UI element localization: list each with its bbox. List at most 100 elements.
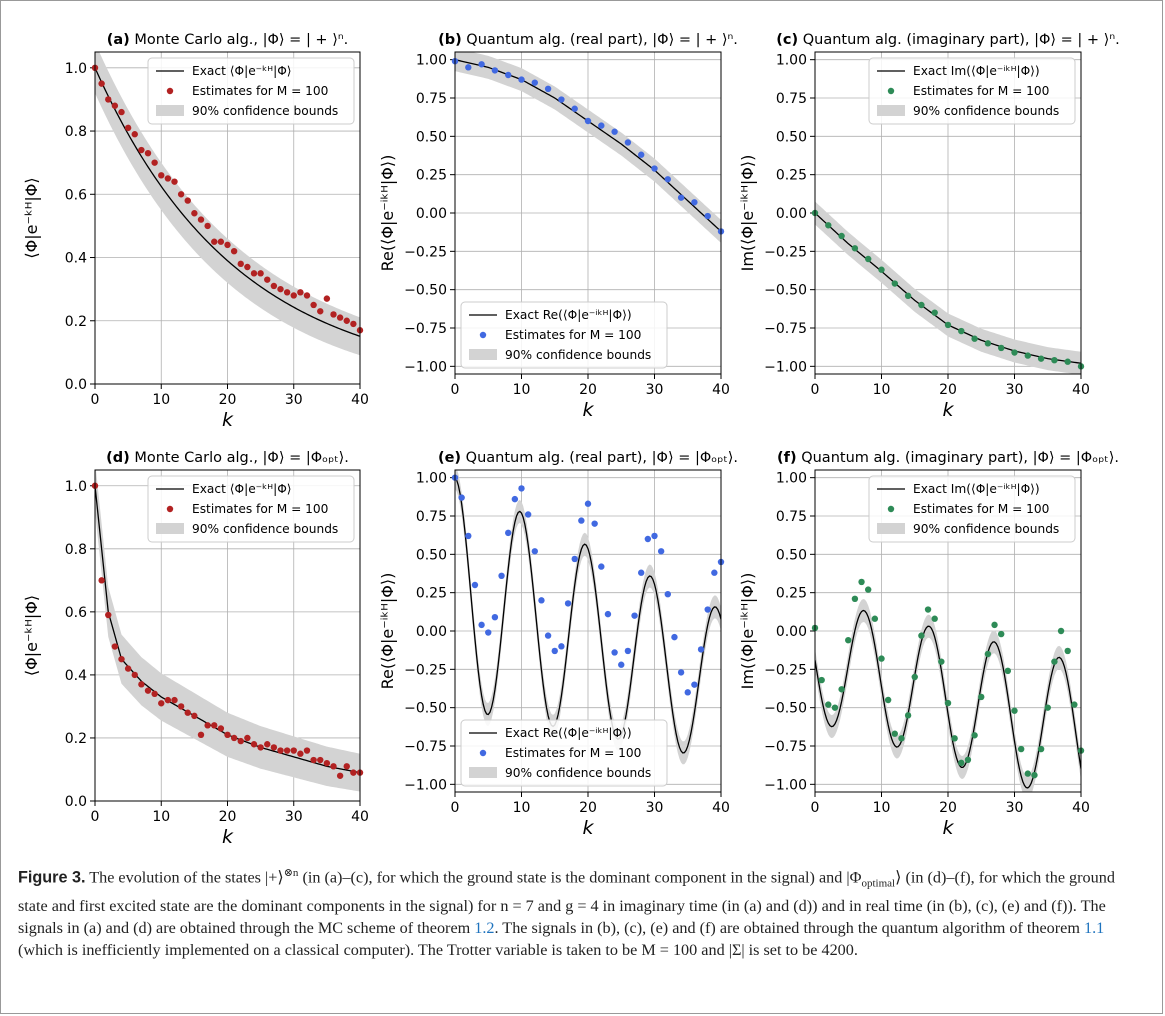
plot-frame: [454, 51, 722, 375]
estimate-point: [171, 178, 178, 185]
estimate-point: [310, 301, 317, 309]
estimate-point: [631, 612, 638, 619]
legend-box: [868, 475, 1076, 543]
legend-estimate-label: Estimates for M = 100: [505, 328, 641, 342]
theorem-link-1-2[interactable]: 1.2: [474, 918, 495, 937]
estimate-point: [224, 731, 231, 738]
figure-caption: Figure 3. The evolution of the states |+…: [18, 862, 1148, 961]
estimate-point: [845, 637, 852, 644]
estimate-point: [151, 690, 158, 698]
xtick-label: 10: [513, 800, 531, 816]
estimate-point: [931, 309, 938, 316]
legend-exact-label: Exact Im(⟨Φ|e⁻ⁱᵏᴴ|Φ⟩): [913, 482, 1040, 496]
estimate-point: [958, 759, 965, 767]
caption-text-4: . The signals in (b), (c), (e) and (f) a…: [494, 918, 1084, 937]
xtick-label: 20: [579, 382, 597, 398]
estimate-point: [277, 285, 284, 293]
x-axis-label: k: [942, 399, 954, 421]
estimate-point: [350, 320, 357, 328]
legend: Exact Im(⟨Φ|e⁻ⁱᵏᴴ|Φ⟩) Estimates for M = 1…: [868, 57, 1076, 125]
estimate-point: [651, 165, 658, 172]
legend-estimate-swatch: [166, 505, 174, 513]
ytick-label: −0.50: [764, 701, 807, 717]
estimate-point: [691, 199, 698, 206]
estimate-point: [244, 734, 251, 742]
estimate-point: [191, 712, 198, 720]
xtick-label: 30: [285, 392, 303, 408]
theorem-link-1-1[interactable]: 1.1: [1083, 918, 1105, 937]
estimate-point: [230, 734, 238, 742]
y-axis-label: Im(⟨Φ|e⁻ⁱᵏᴴ|Φ⟩): [738, 573, 757, 690]
xtick-label: 0: [91, 809, 100, 825]
estimate-point: [618, 661, 625, 668]
estimate-point: [851, 595, 859, 602]
estimate-point: [998, 344, 1005, 352]
caption-text-2: (in (a)–(c), for which the ground state …: [298, 868, 862, 887]
ytick-label: 0.00: [416, 624, 447, 640]
estimate-point: [177, 191, 185, 198]
plot-frame: [814, 51, 1082, 375]
estimate-point: [505, 71, 512, 79]
estimate-point: [671, 633, 678, 641]
legend-exact-label: Exact Re(⟨Φ|e⁻ⁱᵏᴴ|Φ⟩): [505, 308, 632, 322]
estimate-point: [697, 646, 705, 653]
estimate-point: [611, 128, 618, 135]
estimate-point: [944, 699, 952, 707]
estimate-point: [478, 61, 485, 68]
legend-estimate-label: Estimates for M = 100: [913, 84, 1049, 98]
estimate-point: [865, 586, 872, 593]
xtick-label: 30: [285, 809, 303, 825]
xtick-label: 40: [351, 809, 369, 825]
legend-band-swatch: [156, 523, 184, 534]
xtick-label: 0: [811, 800, 820, 816]
ytick-label: 0.25: [416, 586, 447, 602]
xtick-label: 0: [91, 392, 100, 408]
panel-title: (a) Monte Carlo alg., |Φ⟩ = | + ⟩ⁿ.: [107, 32, 349, 48]
estimate-point: [518, 485, 525, 492]
xtick-label: 0: [451, 382, 460, 398]
xtick-label: 20: [579, 800, 597, 816]
ytick-label: 1.00: [776, 471, 807, 487]
exact-curve: [455, 477, 721, 754]
estimate-point: [250, 741, 258, 748]
estimate-point: [184, 709, 191, 716]
xtick-label: 20: [219, 392, 237, 408]
estimate-point: [144, 687, 152, 694]
estimate-point: [991, 621, 998, 629]
panel-title: (c) Quantum alg. (imaginary part), |Φ⟩ =…: [776, 32, 1119, 48]
legend-box: [460, 719, 668, 787]
ytick-label: 0.6: [65, 605, 87, 621]
legend: Exact Re(⟨Φ|e⁻ⁱᵏᴴ|Φ⟩) Estimates for M = 1…: [460, 719, 668, 787]
estimate-point: [303, 747, 311, 754]
estimate-point: [958, 327, 965, 335]
legend-estimate-swatch: [887, 87, 895, 95]
estimate-point: [350, 769, 357, 776]
legend-estimate-swatch: [166, 87, 174, 95]
ytick-label: 0.00: [416, 206, 447, 222]
ytick-label: 1.0: [65, 61, 87, 77]
estimate-point: [98, 577, 105, 584]
estimate-point: [465, 64, 472, 71]
estimate-point: [831, 704, 839, 711]
legend-estimate-label: Estimates for M = 100: [913, 502, 1049, 516]
estimate-point: [544, 85, 552, 93]
estimate-point: [498, 572, 505, 579]
estimate-point: [124, 665, 132, 672]
ytick-label: 1.00: [776, 53, 807, 69]
estimate-point: [336, 772, 344, 779]
estimate-point: [297, 750, 304, 757]
estimate-point: [944, 321, 952, 329]
plot-frame: [94, 469, 361, 802]
ytick-label: 0.00: [776, 206, 807, 222]
xtick-label: 40: [712, 382, 730, 398]
legend: Exact ⟨Φ|e⁻ᵏᴴ|Φ⟩ Estimates for M = 100 90%…: [147, 57, 355, 125]
ytick-label: 0.8: [65, 542, 87, 558]
estimate-point: [691, 681, 698, 688]
estimate-point: [1051, 658, 1058, 665]
xtick-label: 40: [1072, 800, 1090, 816]
legend-box: [868, 57, 1076, 125]
estimate-point: [138, 681, 145, 688]
estimate-point: [684, 689, 691, 696]
panel-title: (f) Quantum alg. (imaginary part), |Φ⟩ =…: [777, 450, 1119, 466]
